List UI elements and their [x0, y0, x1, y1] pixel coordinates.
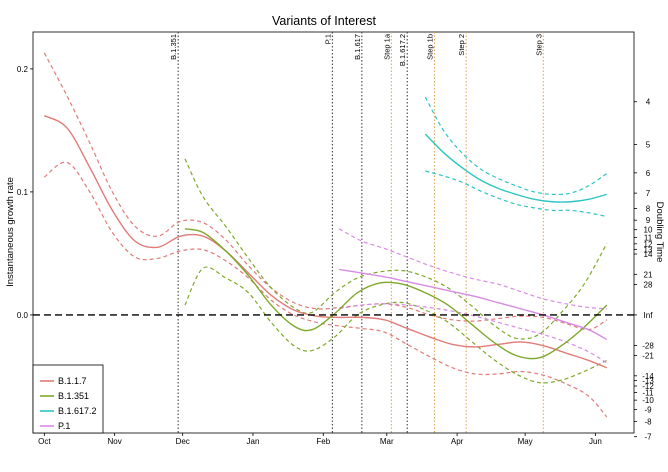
y-tick-label-0-2: 0.2 — [17, 65, 29, 74]
x-tick-label-oct: Oct — [38, 437, 51, 446]
series-b-1-617-2-line — [424, 133, 607, 203]
x-tick-label-mar: Mar — [380, 437, 394, 446]
y2-tick-label-11: 11 — [644, 233, 653, 242]
y2-tick-label-12: -12 — [642, 382, 654, 391]
series-p-1-lower-bound — [339, 303, 608, 364]
legend: B.1.1.7 B.1.351 B.1.617.2 P.1 — [32, 364, 104, 434]
x-tick-label-nov: Nov — [108, 437, 122, 446]
series-b-1-351-upper-bound — [184, 158, 608, 340]
legend-label-b-1-351: B.1.351 — [58, 391, 89, 401]
legend-label-p-1: P.1 — [58, 421, 70, 431]
chart-title: Variants of Interest — [272, 14, 377, 28]
y2-tick-label-8: -8 — [644, 417, 652, 426]
y2-tick-label-21: -21 — [642, 352, 654, 361]
vertical-event-lines: B.1.351 P.1 B.1.617 Step 1a B.1.617.2 Step 1b… — [169, 32, 544, 433]
legend-label-b-1-617-2: B.1.617.2 — [58, 406, 97, 416]
y2-tick-label-5: 5 — [646, 140, 651, 149]
y2-tick-label-28: -28 — [642, 341, 654, 350]
y2-tick-label-8: 8 — [646, 204, 651, 213]
series-b-1-1-7-line — [44, 115, 608, 369]
vline-label-b-1-351: B.1.351 — [169, 34, 178, 60]
vline-label-b-1-617-2: B.1.617.2 — [398, 34, 407, 66]
series-b-1-617-2-upper-bound — [424, 96, 608, 196]
y2-tick-label-inf: Inf — [644, 311, 654, 320]
y2-tick-label-28: 28 — [644, 280, 653, 289]
y2-tick-label-7: -7 — [644, 433, 652, 442]
x-tick-label-jan: Jan — [247, 437, 260, 446]
y2-tick-label-13: -13 — [642, 376, 654, 385]
series-p-1-upper-bound — [338, 228, 607, 310]
vline-label-step-1b: Step 1b — [425, 34, 434, 60]
y2-tick-label-14: -14 — [642, 372, 654, 381]
y2-tick-label-7: 7 — [646, 189, 651, 198]
y2-tick-label-14: 14 — [644, 250, 653, 259]
vline-label-step-3: Step 3 — [534, 34, 543, 56]
y2-tick-label-13: 13 — [644, 245, 653, 254]
series-b-1-617-2-lower-bound — [425, 170, 607, 218]
y2-tick-label-21: 21 — [644, 270, 653, 279]
vline-label-p-1: P.1 — [323, 34, 332, 44]
x-tick-label-dec: Dec — [176, 437, 190, 446]
x-tick-label-feb: Feb — [316, 437, 330, 446]
y-axis-ticks: 0.2 0.1 0.0 — [17, 65, 33, 320]
y2-tick-label-10: -10 — [642, 396, 654, 405]
series-b-1-351-line — [184, 228, 608, 360]
y-tick-label-0-0: 0.0 — [17, 311, 29, 320]
series-lines — [44, 115, 608, 369]
y2-tick-label-9: 9 — [646, 216, 651, 225]
plot-frame — [32, 31, 635, 434]
y2-tick-label-11: -11 — [643, 388, 655, 397]
x-tick-label-may: May — [518, 437, 533, 446]
legend-label-b-1-1-7: B.1.1.7 — [58, 376, 87, 386]
vline-label-b-1-617: B.1.617 — [353, 34, 362, 60]
y2-tick-label-9: -9 — [644, 406, 652, 415]
series-b-1-1-7-lower-bound — [43, 161, 608, 418]
y2-tick-label-4: 4 — [646, 98, 651, 107]
vline-label-step-2: Step 2 — [457, 34, 466, 56]
y2-axis-ticks: 45678910111213142128Inf-28-21-14-13-12-1… — [634, 98, 654, 442]
y2-tick-label-12: 12 — [644, 240, 653, 249]
x-axis-ticks: Oct Nov Dec Jan Feb Mar Apr May Jun — [38, 433, 602, 446]
vline-label-step-1a: Step 1a — [382, 33, 391, 60]
y2-axis-title: Doubling Time — [654, 202, 665, 263]
series-p-1-line — [339, 268, 608, 341]
legend-box — [32, 364, 104, 434]
series-b-1-1-7-upper-bound — [43, 52, 608, 331]
y-tick-label-0-1: 0.1 — [17, 188, 29, 197]
y-axis-title: Instantaneous growth rate — [5, 177, 16, 287]
y2-tick-label-6: 6 — [646, 169, 651, 178]
x-tick-label-jun: Jun — [589, 437, 602, 446]
y2-tick-label-10: 10 — [644, 226, 653, 235]
x-tick-label-apr: Apr — [451, 437, 464, 446]
